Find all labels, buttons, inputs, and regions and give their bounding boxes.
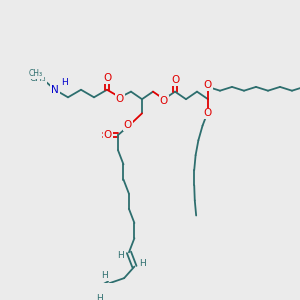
Text: O: O (204, 108, 212, 118)
Text: O: O (124, 120, 132, 130)
Text: H: H (96, 294, 103, 300)
Text: H: H (140, 259, 146, 268)
Text: CH₃: CH₃ (30, 74, 46, 83)
Text: CH₃: CH₃ (29, 69, 43, 78)
Text: O: O (204, 80, 212, 90)
Text: O: O (171, 75, 179, 85)
Text: H: H (101, 272, 108, 280)
Text: O: O (104, 130, 112, 140)
Text: O: O (160, 96, 168, 106)
Text: H: H (117, 251, 124, 260)
Text: H: H (61, 78, 68, 87)
Text: N: N (51, 85, 59, 95)
Text: O: O (103, 74, 111, 83)
Text: O: O (116, 94, 124, 104)
